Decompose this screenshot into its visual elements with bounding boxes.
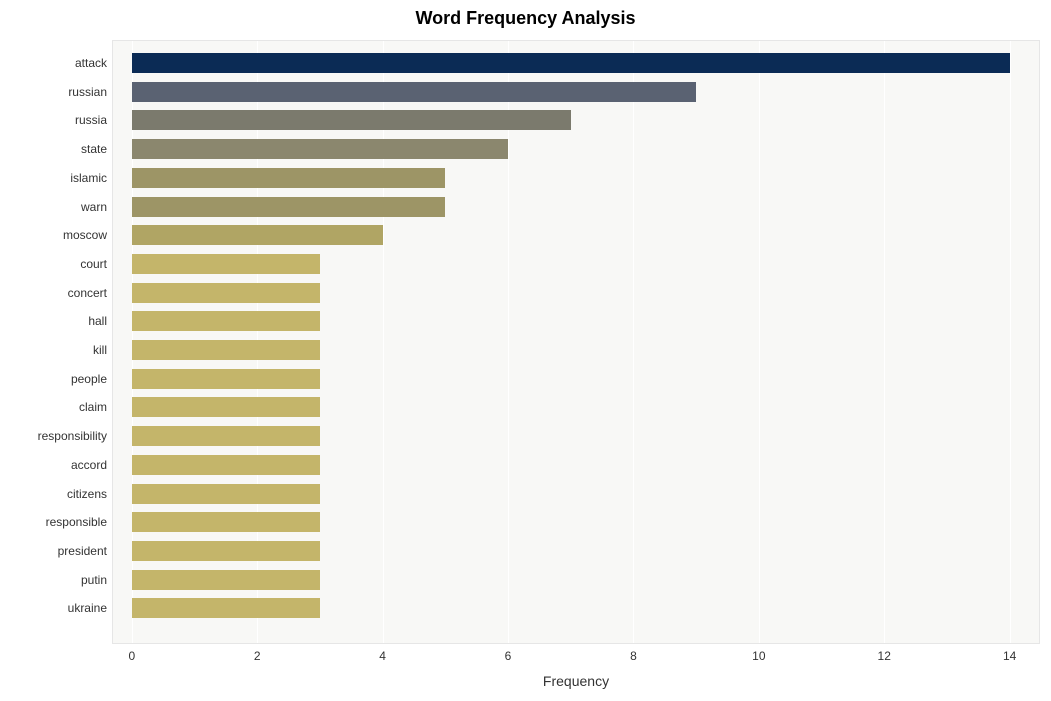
y-tick-label: putin: [81, 573, 107, 587]
bar: [132, 139, 508, 159]
x-tick-label: 14: [1003, 649, 1016, 663]
y-tick-label: russian: [68, 85, 107, 99]
bar: [132, 82, 696, 102]
grid-line: [884, 41, 885, 643]
bar: [132, 53, 1010, 73]
bar: [132, 225, 383, 245]
y-tick-label: hall: [88, 314, 107, 328]
x-tick-label: 0: [128, 649, 135, 663]
x-axis-label: Frequency: [113, 673, 1039, 689]
bar: [132, 283, 320, 303]
bar: [132, 426, 320, 446]
x-tick-label: 12: [878, 649, 891, 663]
x-tick-label: 10: [752, 649, 765, 663]
bar: [132, 512, 320, 532]
x-tick-label: 6: [505, 649, 512, 663]
y-tick-label: kill: [93, 343, 107, 357]
chart-title: Word Frequency Analysis: [0, 8, 1051, 29]
bar: [132, 110, 571, 130]
plot-area: 02468101214attackrussianrussiastateislam…: [112, 40, 1040, 644]
y-tick-label: ukraine: [68, 601, 107, 615]
x-tick-label: 2: [254, 649, 261, 663]
y-tick-label: moscow: [63, 228, 107, 242]
y-tick-label: concert: [68, 286, 107, 300]
bar: [132, 397, 320, 417]
bar: [132, 197, 446, 217]
grid-line: [383, 41, 384, 643]
grid-line: [508, 41, 509, 643]
grid-line: [1010, 41, 1011, 643]
bar: [132, 570, 320, 590]
y-tick-label: attack: [75, 56, 107, 70]
x-tick-label: 4: [379, 649, 386, 663]
y-tick-label: russia: [75, 113, 107, 127]
x-tick-label: 8: [630, 649, 637, 663]
y-tick-label: court: [80, 257, 107, 271]
y-tick-label: citizens: [67, 487, 107, 501]
y-tick-label: islamic: [70, 171, 107, 185]
bar: [132, 541, 320, 561]
y-tick-label: state: [81, 142, 107, 156]
y-tick-label: claim: [79, 400, 107, 414]
bar: [132, 340, 320, 360]
bar: [132, 455, 320, 475]
bar: [132, 254, 320, 274]
bar: [132, 168, 446, 188]
bar: [132, 311, 320, 331]
chart-container: Word Frequency Analysis 02468101214attac…: [0, 0, 1051, 701]
bar: [132, 484, 320, 504]
y-tick-label: responsible: [46, 515, 107, 529]
grid-line: [759, 41, 760, 643]
y-tick-label: accord: [71, 458, 107, 472]
bar: [132, 598, 320, 618]
y-tick-label: warn: [81, 200, 107, 214]
y-tick-label: responsibility: [38, 429, 107, 443]
y-tick-label: president: [58, 544, 107, 558]
grid-line: [633, 41, 634, 643]
bar: [132, 369, 320, 389]
y-tick-label: people: [71, 372, 107, 386]
